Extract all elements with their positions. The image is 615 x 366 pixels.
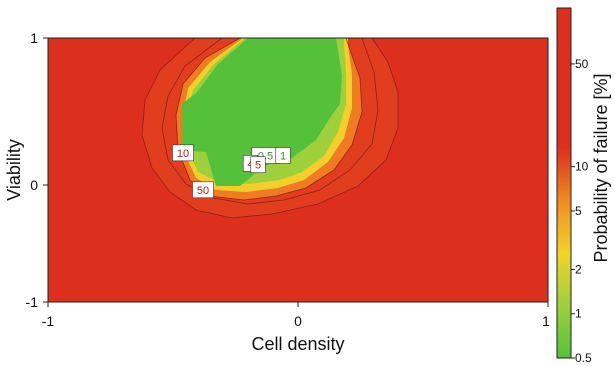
- colorbar-tick-label: 50: [575, 57, 589, 71]
- low-failure-region: [182, 38, 342, 186]
- x-tick-label: 0: [294, 313, 302, 329]
- contour-label-text: 1: [280, 150, 286, 162]
- contour-label: 5: [250, 156, 266, 174]
- colorbar-tick-label: 10: [575, 160, 589, 174]
- contour-label: 50: [192, 181, 214, 199]
- colorbar-tick-label: 1: [575, 307, 582, 321]
- contour-label-box: [192, 181, 214, 199]
- colorbar-ticks: 50 10 5 2 1 0.5: [571, 57, 592, 365]
- contour-label-text: 5: [255, 160, 261, 172]
- contour-label-text: 10: [177, 148, 189, 160]
- colorbar-tick-label: 2: [575, 262, 582, 276]
- contour-label: 1: [275, 147, 291, 164]
- y-tick-label: 1: [30, 30, 38, 46]
- contour-label-text: 50: [197, 185, 209, 197]
- contour-labels: 100.514550: [172, 144, 291, 199]
- contour-lines: [141, 37, 399, 219]
- contour-label: 10: [172, 144, 194, 162]
- y-tick-label: -1: [26, 294, 39, 310]
- colorbar-tick-label: 0.5: [575, 351, 592, 365]
- axis-tick-marks: [43, 37, 549, 307]
- y-axis-label: Viability: [4, 139, 24, 201]
- contour-label-box: [172, 144, 194, 162]
- colorbar: [556, 7, 572, 359]
- contour-label-box: [250, 156, 266, 174]
- y-tick-label: 0: [30, 177, 38, 193]
- contour-label-box: [275, 147, 291, 164]
- x-axis-label: Cell density: [251, 334, 344, 354]
- x-tick-label: -1: [42, 313, 55, 329]
- colorbar-tick-label: 5: [575, 204, 582, 218]
- colorbar-label: Probability of failure [%]: [591, 73, 611, 262]
- x-tick-label: 1: [542, 313, 550, 329]
